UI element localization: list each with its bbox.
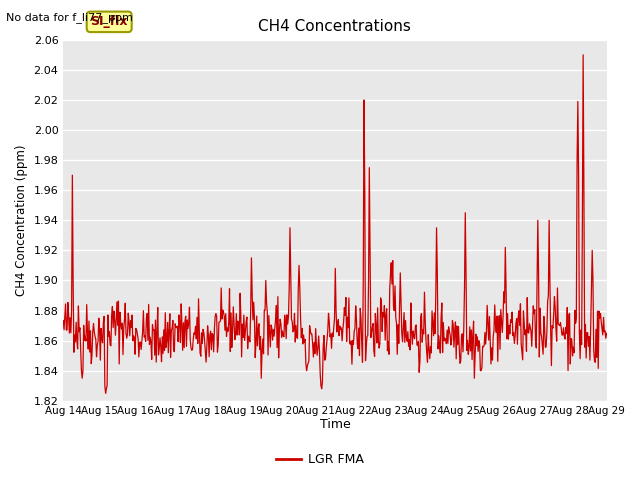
X-axis label: Time: Time	[319, 419, 350, 432]
Legend: LGR FMA: LGR FMA	[271, 448, 369, 471]
Y-axis label: CH4 Concentration (ppm): CH4 Concentration (ppm)	[15, 144, 28, 296]
Title: CH4 Concentrations: CH4 Concentrations	[259, 20, 412, 35]
Text: No data for f_li77_ppm: No data for f_li77_ppm	[6, 12, 133, 23]
Text: SI_flx: SI_flx	[90, 15, 128, 28]
